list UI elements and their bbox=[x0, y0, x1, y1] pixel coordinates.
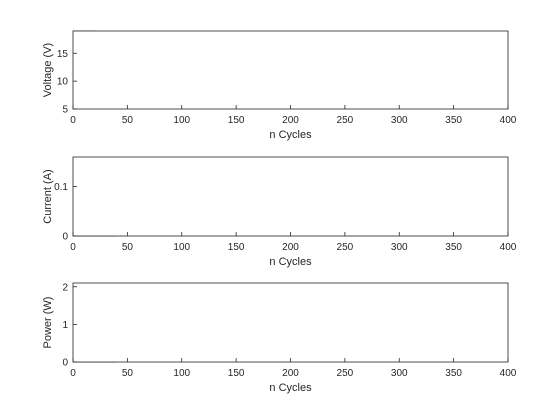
x-tick-label: 400 bbox=[500, 242, 517, 253]
y-tick-label: 10 bbox=[57, 77, 69, 88]
x-tick-label: 300 bbox=[391, 115, 408, 126]
x-tick-label: 0 bbox=[70, 242, 76, 253]
axes-frame bbox=[73, 157, 508, 236]
x-tick-label: 250 bbox=[337, 242, 354, 253]
x-tick-label: 0 bbox=[70, 115, 76, 126]
x-tick-label: 200 bbox=[282, 242, 299, 253]
x-tick-label: 300 bbox=[391, 242, 408, 253]
x-tick-label: 200 bbox=[282, 368, 299, 379]
y-axis-label: Voltage (V) bbox=[42, 43, 54, 97]
x-axis-label: n Cycles bbox=[269, 256, 312, 268]
x-axis-label: n Cycles bbox=[269, 382, 312, 394]
x-tick-label: 50 bbox=[122, 242, 134, 253]
x-tick-label: 250 bbox=[337, 115, 354, 126]
y-axis-label: Power (W) bbox=[42, 297, 54, 349]
y-axis-label: Current (A) bbox=[42, 169, 54, 223]
x-tick-label: 100 bbox=[173, 368, 190, 379]
x-tick-label: 350 bbox=[445, 242, 462, 253]
x-tick-label: 400 bbox=[500, 115, 517, 126]
x-tick-label: 200 bbox=[282, 115, 299, 126]
x-tick-label: 250 bbox=[337, 368, 354, 379]
y-tick-label: 2 bbox=[62, 282, 68, 293]
x-tick-label: 0 bbox=[70, 368, 76, 379]
x-tick-label: 150 bbox=[228, 368, 245, 379]
x-tick-label: 50 bbox=[122, 115, 134, 126]
x-tick-label: 300 bbox=[391, 368, 408, 379]
y-tick-label: 1 bbox=[62, 320, 68, 331]
y-tick-label: 0 bbox=[62, 358, 68, 369]
y-tick-label: 5 bbox=[62, 105, 68, 116]
axes-frame bbox=[73, 31, 508, 109]
y-tick-label: 0.1 bbox=[54, 182, 68, 193]
x-tick-label: 100 bbox=[173, 242, 190, 253]
x-tick-label: 150 bbox=[228, 115, 245, 126]
x-tick-label: 100 bbox=[173, 115, 190, 126]
axes-frame bbox=[73, 283, 508, 362]
x-tick-label: 50 bbox=[122, 368, 134, 379]
x-tick-label: 350 bbox=[445, 368, 462, 379]
x-tick-label: 150 bbox=[228, 242, 245, 253]
x-tick-label: 400 bbox=[500, 368, 517, 379]
y-tick-label: 15 bbox=[57, 49, 69, 60]
y-tick-label: 0 bbox=[62, 232, 68, 243]
x-axis-label: n Cycles bbox=[269, 129, 312, 141]
x-tick-label: 350 bbox=[445, 115, 462, 126]
